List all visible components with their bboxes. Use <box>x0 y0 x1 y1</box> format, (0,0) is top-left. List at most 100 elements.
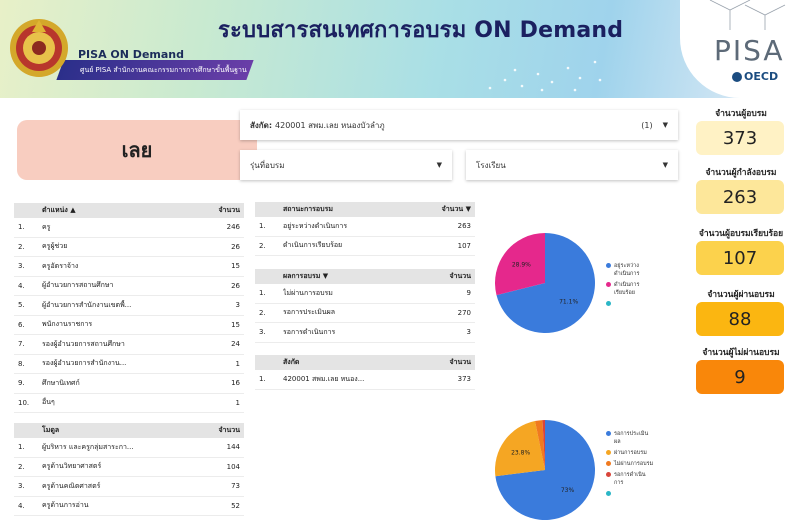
pie-slice-label: 71.1% <box>559 298 578 305</box>
row-amount: 9 <box>466 289 471 298</box>
header-subtitle: ศูนย์ PISA สำนักงานคณะกรรมการการศึกษาขั้… <box>80 66 247 74</box>
table-row[interactable]: 3. ครูอัตราจ้าง 15 <box>14 257 244 277</box>
row-number: 1. <box>18 223 25 232</box>
oecd-globe-icon <box>732 72 742 82</box>
obec-logo-icon <box>10 19 68 77</box>
legend-item[interactable]: ไม่ผ่านการอบรม <box>606 460 654 468</box>
pie-slice[interactable] <box>495 421 545 477</box>
table-row[interactable]: 5. ผู้อำนวยการสำนักงานเขตพื้... 3 <box>14 296 244 316</box>
table-row[interactable]: 1. ผู้บริหาร และครูกลุ่มสาระกา... 144 <box>14 438 244 458</box>
row-name: ผู้อำนวยการสถานศึกษา <box>42 281 114 290</box>
affiliation-header-amount[interactable]: จำนวน <box>449 358 471 366</box>
result-header-amount[interactable]: จำนวน <box>449 272 471 280</box>
status-header-amount[interactable]: จำนวน ▼ <box>441 205 471 213</box>
table-row[interactable]: 10. อื่นๆ 1 <box>14 394 244 413</box>
stat-value-box: 88 <box>696 302 784 336</box>
legend-item[interactable]: รอการประเมินผล <box>606 430 654 446</box>
position-header-amount[interactable]: จำนวน <box>218 206 240 214</box>
table-row[interactable]: 1. 420001 สพม.เลย หนอง... 373 <box>255 370 475 390</box>
affiliation-filter-count: (1) <box>641 120 653 130</box>
row-number: 4. <box>18 281 25 290</box>
affiliation-filter[interactable]: สังกัด: 420001 สพม.เลย หนองบัวลำภู (1) ▼ <box>240 110 678 140</box>
legend-item[interactable] <box>606 300 654 306</box>
table-row[interactable]: 3. รอการดำเนินการ 3 <box>255 323 475 343</box>
legend-item[interactable]: ผ่านการอบรม <box>606 449 654 457</box>
module-table-header[interactable]: โมดูล จำนวน <box>14 423 244 438</box>
row-number: 2. <box>259 241 266 250</box>
table-row[interactable]: 1. ครู 246 <box>14 218 244 238</box>
row-number: 10. <box>18 398 30 407</box>
table-row[interactable]: 2. รอการประเมินผล 270 <box>255 304 475 323</box>
school-filter[interactable]: โรงเรียน ▼ <box>466 150 678 180</box>
table-row[interactable]: 4. ผู้อำนวยการสถานศึกษา 26 <box>14 277 244 296</box>
pie-slice[interactable] <box>496 233 595 333</box>
pie-slice-label: 23.8% <box>511 450 530 457</box>
table-row[interactable]: 7. รองผู้อำนวยการสถานศึกษา 24 <box>14 335 244 355</box>
row-amount: 104 <box>226 462 240 471</box>
row-amount: 52 <box>231 501 240 510</box>
status-table-header[interactable]: สถานะการอบรม จำนวน ▼ <box>255 202 475 217</box>
stat-value-box: 9 <box>696 360 784 394</box>
table-row[interactable]: 1. ไม่ผ่านการอบรม 9 <box>255 284 475 304</box>
pie-slice[interactable] <box>495 420 595 520</box>
table-row[interactable]: 3. ครูด้านคณิตศาสตร์ 73 <box>14 477 244 497</box>
row-amount: 1 <box>235 398 240 407</box>
module-header-amount[interactable]: จำนวน <box>218 426 240 434</box>
table-row[interactable]: 2. ดำเนินการเรียบร้อย 107 <box>255 237 475 256</box>
stat-value-box: 107 <box>696 241 784 275</box>
status-header-name[interactable]: สถานะการอบรม <box>283 205 333 213</box>
table-row[interactable]: 8. รองผู้อำนวยการสำนักงาน... 1 <box>14 355 244 374</box>
page-title: ระบบสารสนเทศการอบรม ON Demand <box>218 18 624 43</box>
chevron-down-icon: ▼ <box>662 121 668 129</box>
row-amount: 15 <box>231 320 240 329</box>
province-box: เลย <box>17 120 257 180</box>
pie-slice[interactable] <box>542 420 545 470</box>
row-number: 7. <box>18 340 25 349</box>
pie-slice[interactable] <box>535 420 545 470</box>
row-number: 2. <box>18 462 25 471</box>
row-amount: 373 <box>457 375 471 384</box>
table-row[interactable]: 9. ศึกษานิเทศก์ 16 <box>14 374 244 394</box>
table-row[interactable]: 4. ครูด้านการอ่าน 52 <box>14 497 244 516</box>
result-table: ผลการอบรม ▼ จำนวน 1. ไม่ผ่านการอบรม 9 2. รอก… <box>255 269 475 343</box>
stat-label: จำนวนผู้อบรม <box>715 109 767 119</box>
table-row[interactable]: 6. พนักงานราชการ 15 <box>14 316 244 335</box>
position-table-header[interactable]: ตำแหน่ง ▲ จำนวน <box>14 203 244 218</box>
legend-dot-icon <box>606 301 611 306</box>
legend-dot-icon <box>606 472 611 477</box>
affiliation-table-header[interactable]: สังกัด จำนวน <box>255 355 475 370</box>
legend-item[interactable]: อยู่ระหว่างดำเนินการ <box>606 262 654 278</box>
row-name: ผู้บริหาร และครูกลุ่มสาระกา... <box>42 442 134 451</box>
legend-label: ไม่ผ่านการอบรม <box>614 461 654 467</box>
legend-dot-icon <box>606 461 611 466</box>
pie-slice[interactable] <box>495 233 545 296</box>
table-row[interactable]: 1. อยู่ระหว่างดำเนินการ 263 <box>255 217 475 237</box>
table-row[interactable]: 2. ครูผู้ช่วย 26 <box>14 238 244 257</box>
affiliation-filter-label: สังกัด: <box>250 120 273 130</box>
module-header-name[interactable]: โมดูล <box>42 426 60 434</box>
row-name: ครูผู้ช่วย <box>42 242 68 251</box>
legend-item[interactable]: รอการดำเนินการ <box>606 471 654 487</box>
position-header-name[interactable]: ตำแหน่ง ▲ <box>42 206 76 214</box>
row-number: 2. <box>259 308 266 317</box>
row-name: รองผู้อำนวยการสำนักงาน... <box>42 359 127 368</box>
legend-item[interactable]: ดำเนินการเรียบร้อย <box>606 281 654 297</box>
row-name: ศึกษานิเทศก์ <box>42 378 80 387</box>
row-name: รอการประเมินผล <box>283 308 336 317</box>
result-header-name[interactable]: ผลการอบรม ▼ <box>283 272 329 280</box>
legend-item[interactable] <box>606 490 654 496</box>
pie-slice-label: 28.9% <box>512 262 531 269</box>
result-table-header[interactable]: ผลการอบรม ▼ จำนวน <box>255 269 475 284</box>
batch-filter[interactable]: รุ่นที่อบรม ▼ <box>240 150 452 180</box>
stat-value-box: 263 <box>696 180 784 214</box>
affiliation-filter-value: 420001 สพม.เลย หนองบัวลำภู <box>275 120 385 130</box>
status-pie-chart[interactable]: 71.1% 28.9% <box>495 225 595 345</box>
legend-label: อยู่ระหว่างดำเนินการ <box>614 263 640 277</box>
table-row[interactable]: 2. ครูด้านวิทยาศาสตร์ 104 <box>14 458 244 477</box>
row-number: 4. <box>18 501 25 510</box>
row-number: 6. <box>18 320 25 329</box>
affiliation-header-name[interactable]: สังกัด <box>283 358 300 366</box>
row-amount: 15 <box>231 262 240 271</box>
result-pie-chart[interactable]: 73% 23.8% <box>495 412 595 528</box>
row-amount: 3 <box>466 328 471 337</box>
